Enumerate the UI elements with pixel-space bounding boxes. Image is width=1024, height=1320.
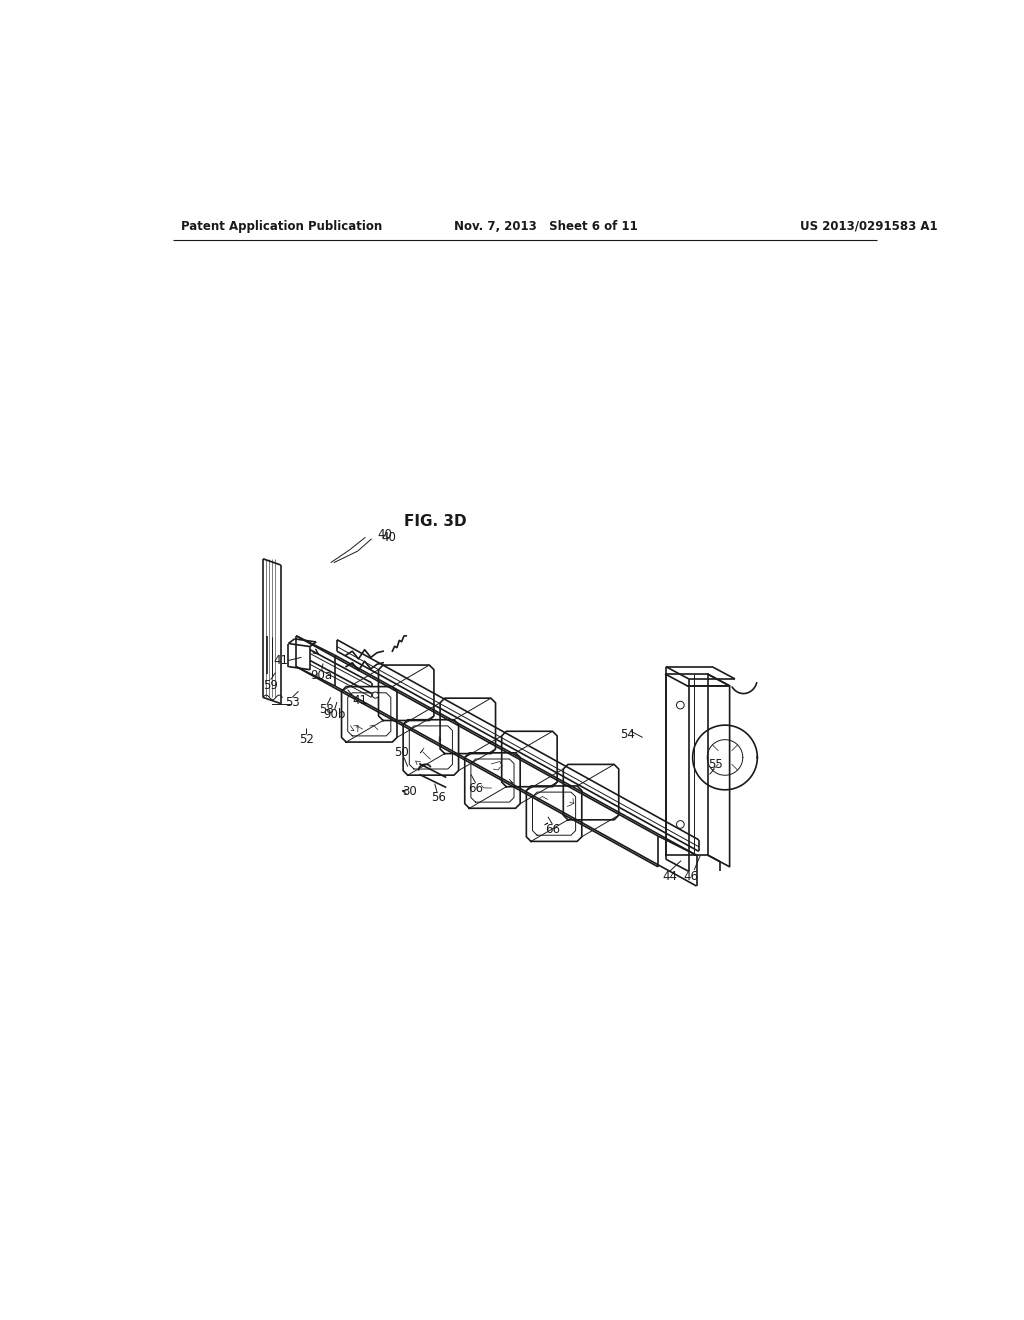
- Text: 56: 56: [431, 791, 446, 804]
- Text: 50: 50: [394, 746, 409, 759]
- Text: Nov. 7, 2013   Sheet 6 of 11: Nov. 7, 2013 Sheet 6 of 11: [454, 219, 638, 232]
- Circle shape: [373, 692, 379, 698]
- Text: 53: 53: [285, 696, 300, 709]
- Circle shape: [677, 821, 684, 829]
- Text: 40: 40: [381, 531, 396, 544]
- Text: 44: 44: [663, 870, 677, 883]
- Text: 40: 40: [377, 528, 392, 541]
- Text: 66: 66: [545, 824, 560, 837]
- Text: 66: 66: [468, 781, 483, 795]
- Text: Patent Application Publication: Patent Application Publication: [180, 219, 382, 232]
- Text: 90a: 90a: [310, 669, 333, 682]
- Text: 90b: 90b: [324, 708, 346, 721]
- Text: 30: 30: [402, 785, 417, 797]
- Text: 55: 55: [709, 758, 723, 771]
- Text: 52: 52: [299, 733, 313, 746]
- Text: 41: 41: [352, 694, 368, 708]
- Text: FIG. 3D: FIG. 3D: [404, 515, 467, 529]
- Text: 59: 59: [263, 678, 279, 692]
- Text: 41: 41: [273, 653, 288, 667]
- Text: US 2013/0291583 A1: US 2013/0291583 A1: [801, 219, 938, 232]
- Text: 54: 54: [620, 727, 635, 741]
- Text: 58: 58: [319, 704, 334, 717]
- Circle shape: [677, 701, 684, 709]
- Text: 46: 46: [684, 870, 698, 883]
